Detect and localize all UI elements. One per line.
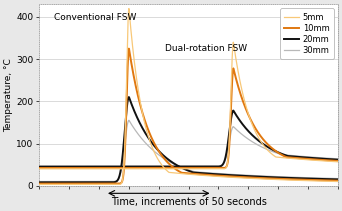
Text: Conventional FSW: Conventional FSW <box>54 13 137 22</box>
X-axis label: Time, increments of 50 seconds: Time, increments of 50 seconds <box>111 197 266 207</box>
Text: Dual-rotation FSW: Dual-rotation FSW <box>165 44 247 53</box>
Y-axis label: Temperature, °C: Temperature, °C <box>4 58 13 132</box>
Legend: 5mm, 10mm, 20mm, 30mm: 5mm, 10mm, 20mm, 30mm <box>280 8 334 59</box>
